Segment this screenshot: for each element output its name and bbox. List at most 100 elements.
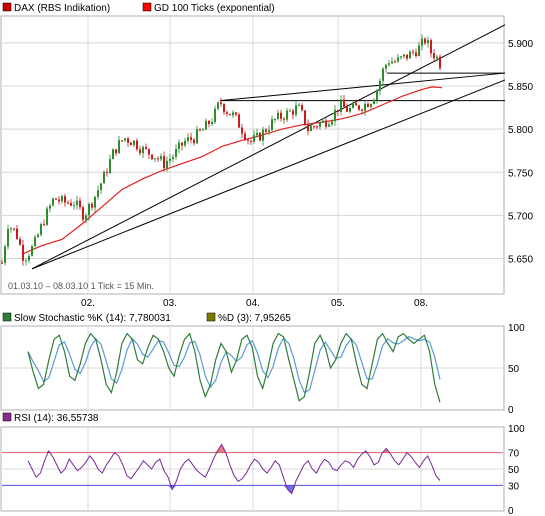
candle-body [73, 205, 75, 207]
candle-body [298, 105, 300, 107]
candle-body [70, 203, 72, 206]
trend-line [31, 24, 506, 270]
candle-body [52, 198, 54, 206]
candle-body [358, 105, 360, 110]
candle-body [205, 120, 207, 130]
main-x-axis: 02. 03. 04. 05. 08. [81, 298, 428, 309]
candle-body [334, 109, 336, 122]
candle-body [61, 196, 63, 202]
candle-body [397, 57, 399, 62]
rsi-y-tick-label: 0 [508, 506, 514, 516]
candle-body [430, 40, 432, 54]
y-tick-label: 5.750 [508, 168, 533, 179]
info-text: 01.03.10 – 08.03.10 1 Tick = 15 Min. [8, 281, 154, 291]
candle-body [262, 129, 264, 141]
y-tick-label: 5.650 [508, 255, 533, 266]
candle-body [340, 99, 342, 112]
candle-body [274, 118, 276, 120]
trend-line [31, 79, 506, 270]
legend-label-ema: GD 100 Ticks (exponential) [154, 3, 275, 14]
stoch-y-tick-label: 0 [508, 405, 514, 416]
rsi-y-tick-label: 50 [508, 465, 520, 476]
candle-body [304, 110, 306, 125]
candle-body [337, 109, 339, 112]
candle-body [217, 102, 219, 109]
candle-body [181, 142, 183, 146]
candle-body [100, 183, 102, 191]
candle-body [238, 114, 240, 128]
candle-body [325, 120, 327, 127]
candle-body [292, 110, 294, 115]
candle-body [13, 228, 15, 230]
x-tick-label: 04. [246, 298, 260, 309]
candle-body [124, 138, 126, 141]
candle-body [385, 64, 387, 69]
candle-body [226, 112, 228, 114]
stoch-legend: Slow Stochastic %K (14): 7,780031 %D (3)… [2, 312, 291, 324]
candle-body [319, 122, 321, 127]
candle-body [382, 68, 384, 81]
stoch-lines [27, 332, 441, 403]
candle-body [286, 110, 288, 120]
candle-body [415, 52, 417, 57]
candle-body [289, 110, 291, 112]
candle-body [331, 121, 333, 125]
legend-swatch-stoch-k [2, 312, 12, 322]
candle-body [316, 126, 318, 128]
candle-body [94, 196, 96, 208]
candle-body [409, 51, 411, 59]
candle-body [79, 200, 81, 208]
candle-body [313, 126, 315, 128]
candle-body [4, 246, 6, 263]
candle-body [115, 149, 117, 154]
candle-body [136, 140, 138, 150]
rsi-overbought-fill [386, 448, 391, 453]
candle-body [421, 38, 423, 46]
legend-swatch-stoch-d [206, 312, 216, 322]
candle-body [376, 90, 378, 100]
candle-body [151, 154, 153, 160]
candle-body [412, 51, 414, 53]
candle-body [76, 200, 78, 206]
rsi-y-axis: 100 70 50 30 0 [508, 424, 525, 516]
candle-body [352, 103, 354, 108]
candle-body [367, 103, 369, 107]
candle-body [424, 38, 426, 44]
rsi-y-tick-label: 30 [508, 481, 520, 492]
candle-body [193, 139, 195, 144]
candle-body [391, 61, 393, 64]
legend-swatch-dax [2, 2, 12, 12]
x-tick-label: 03. [163, 298, 177, 309]
candle-body [256, 132, 258, 136]
candle-body [229, 113, 231, 116]
candle-body [310, 126, 312, 131]
candle-body [379, 80, 381, 91]
trend-line [219, 72, 506, 102]
candle-body [16, 228, 18, 240]
candle-body [37, 234, 39, 238]
candle-body [64, 196, 66, 203]
candle-body [364, 103, 366, 111]
candle-body [346, 106, 348, 112]
candle-body [31, 246, 33, 256]
candle-body [169, 158, 171, 162]
candle-body [400, 56, 402, 58]
x-tick-label: 08. [414, 298, 428, 309]
legend-label-stoch-d: %D (3): 7,95265 [218, 313, 291, 324]
candle-body [82, 207, 84, 220]
rsi-series [27, 443, 441, 495]
stoch-y-tick-label: 100 [508, 323, 525, 334]
rsi-line [27, 443, 441, 495]
candle-body [127, 138, 129, 143]
legend-label-rsi: RSI (14): 36,55738 [14, 413, 99, 424]
candle-body [295, 105, 297, 115]
main-legend: DAX (RBS Indikation) GD 100 Ticks (expon… [2, 2, 275, 14]
candle-body [28, 255, 30, 261]
legend-label-stoch-k: Slow Stochastic %K (14): 7,780031 [14, 313, 171, 324]
candle-body [259, 132, 261, 141]
candle-body [208, 120, 210, 124]
candle-body [145, 146, 147, 149]
candle-body [436, 56, 438, 59]
candle-body [196, 129, 198, 144]
